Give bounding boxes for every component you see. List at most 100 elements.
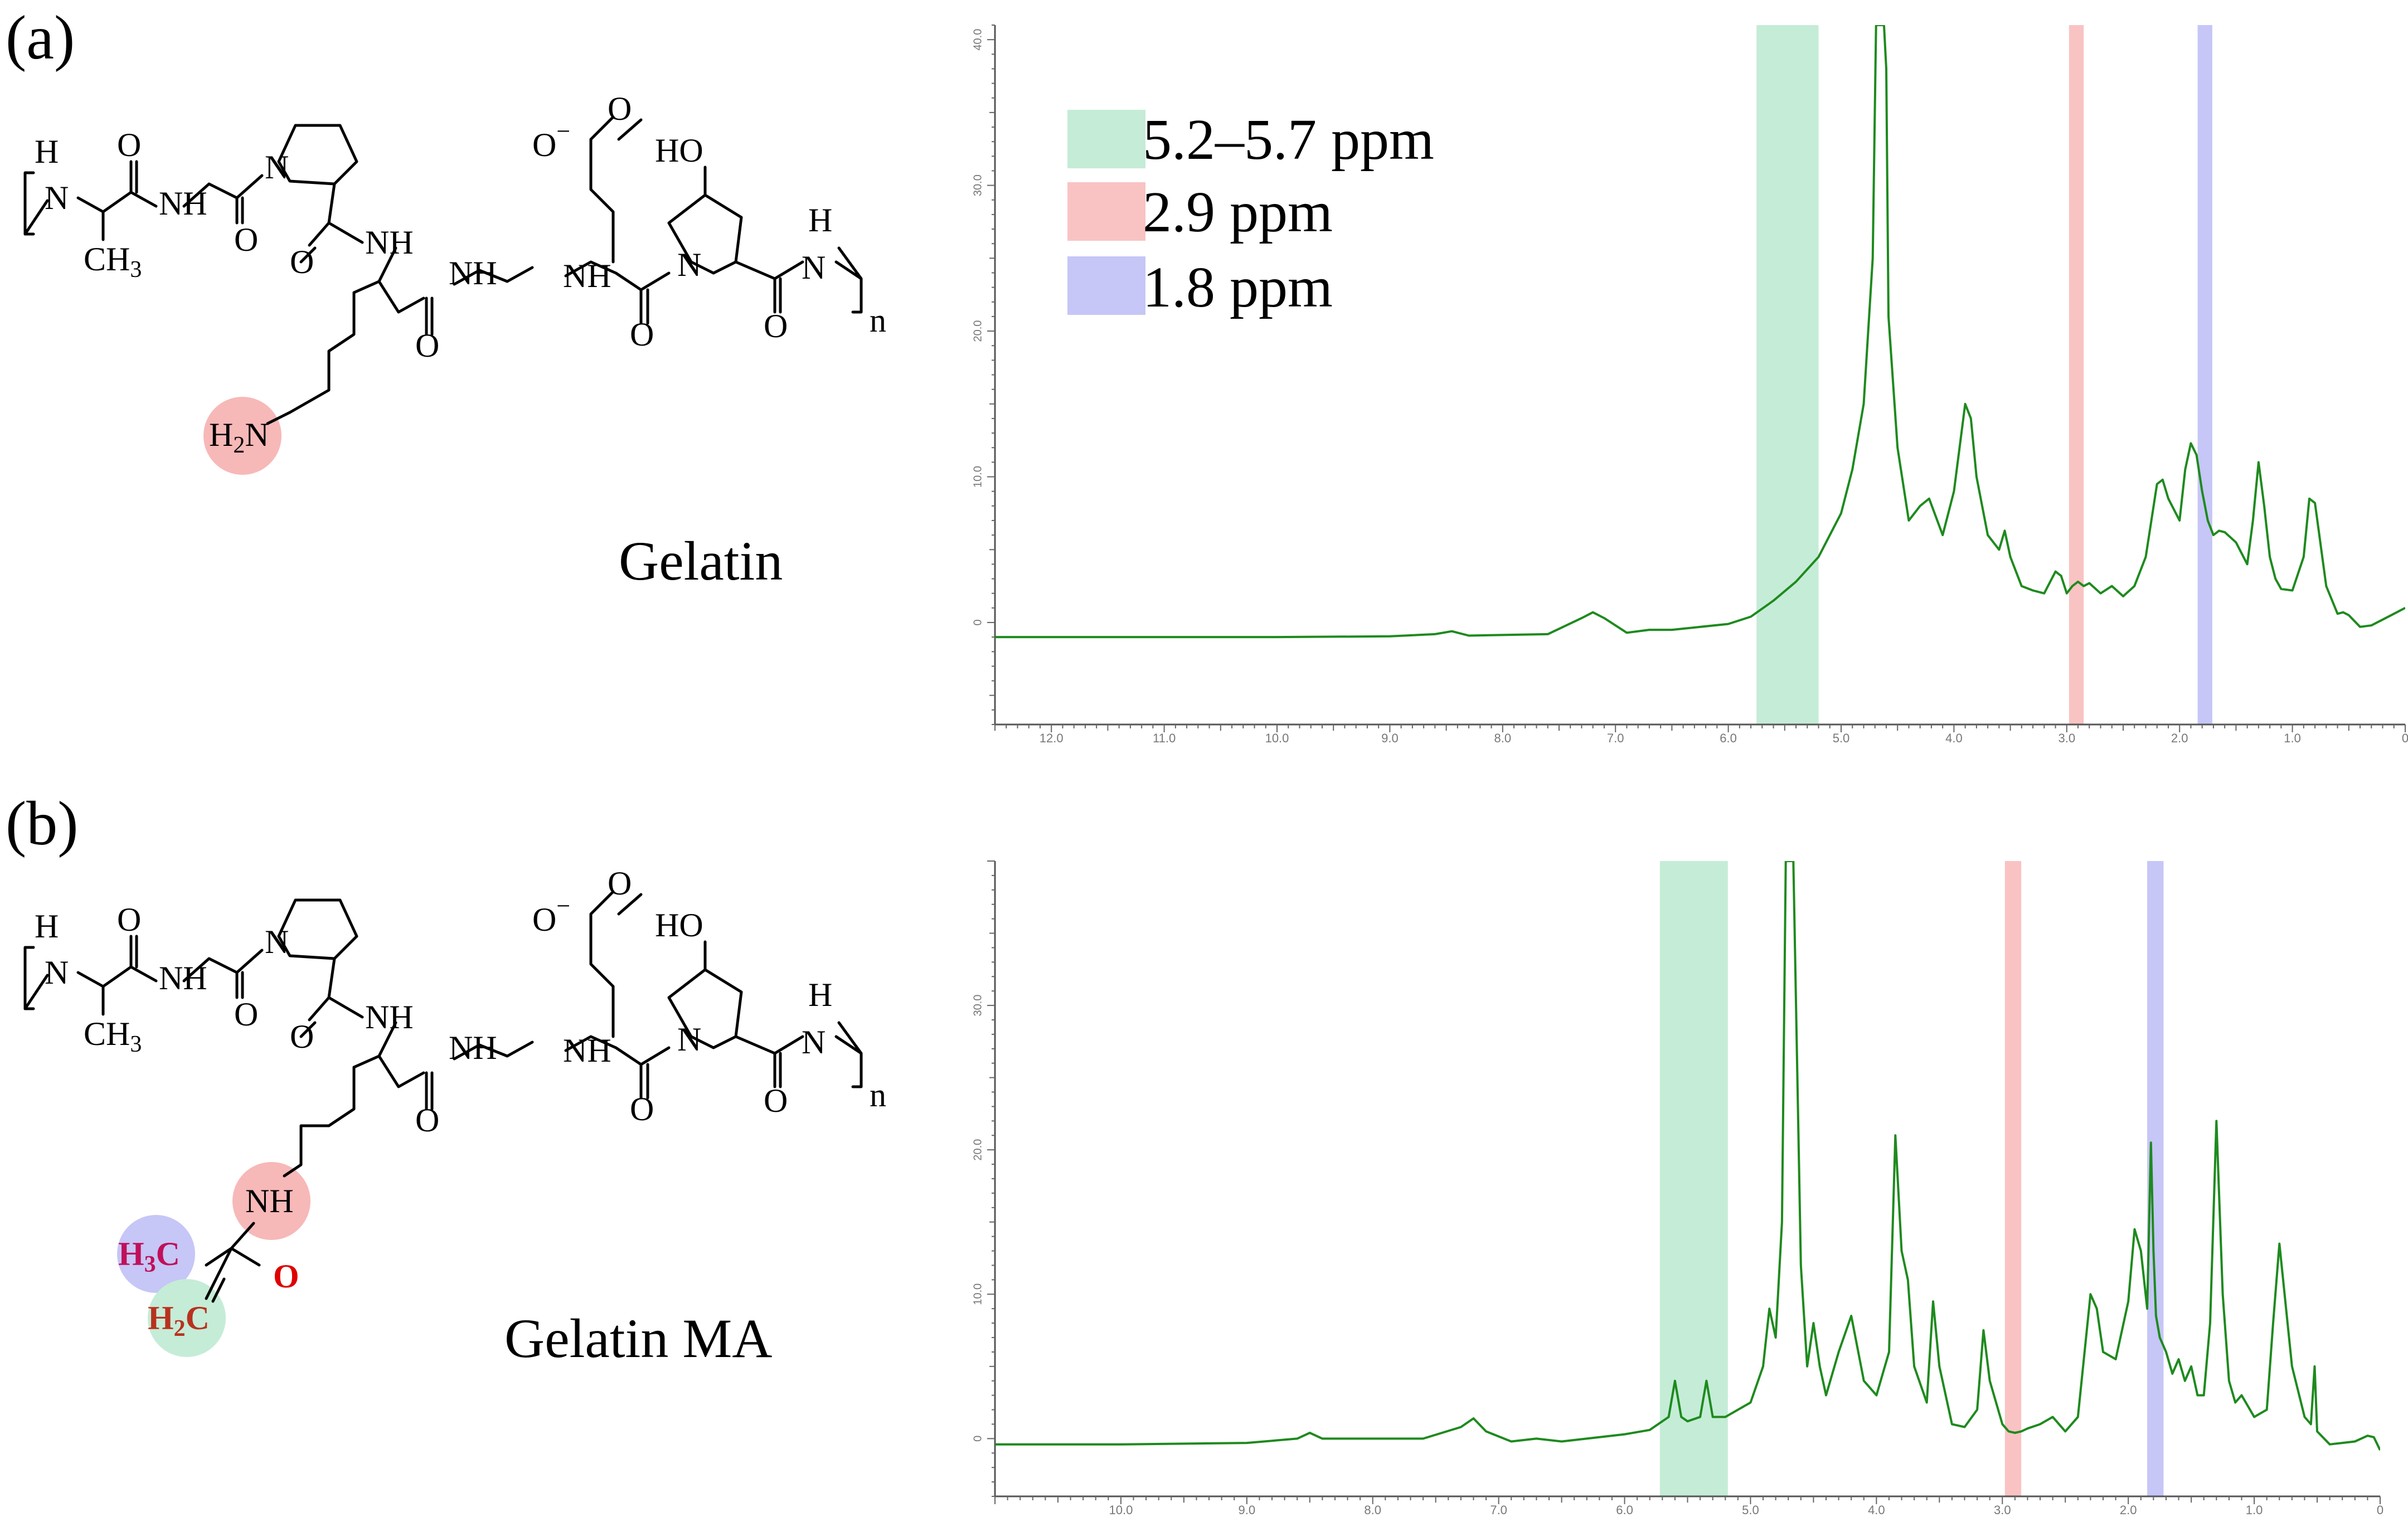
x-tick-label: 8.0 xyxy=(1364,1503,1381,1517)
atom-h2n-n: N xyxy=(245,416,269,453)
y-tick-label: 0 xyxy=(972,619,984,625)
left-bracket xyxy=(23,171,35,236)
atom-ma-o: O xyxy=(273,1258,299,1295)
x-tick-label: 4.0 xyxy=(1868,1503,1885,1517)
hyp-carbonyl-b xyxy=(703,940,863,1088)
x-tick-label: 5.0 xyxy=(1833,731,1850,745)
legend-label-red: 2.9 ppm xyxy=(1143,180,1333,244)
atom-o-5: O xyxy=(608,90,632,127)
atom-nh-b1: NH xyxy=(159,960,207,996)
atom-o-b4: O xyxy=(415,1102,439,1139)
atom-nh-4: NH xyxy=(563,257,611,294)
atom-o-1: O xyxy=(117,127,141,163)
panel-a-label: (a) xyxy=(6,3,75,72)
legend: 5.2–5.7 ppm 2.9 ppm 1.8 ppm xyxy=(1067,108,1434,319)
legend-label-green: 5.2–5.7 ppm xyxy=(1143,108,1434,172)
atom-n-3: N xyxy=(677,246,701,283)
x-tick-label: 6.0 xyxy=(1720,731,1737,745)
lys-sidechain-b xyxy=(283,1066,356,1178)
atom-n-1: N xyxy=(45,179,69,216)
atom-h2n: H2N xyxy=(209,416,269,458)
spectrum-a: 12.0 11.0 10.0 9.0 8.0 7.0 6.0 5.0 4.0 3.0 2.0 1.0 0… xyxy=(972,25,2408,745)
hyp-ring xyxy=(667,193,743,275)
atom-o-6: O xyxy=(630,316,654,353)
panel-a: (a) H N O NH CH3 xyxy=(6,3,886,592)
atom-ho-b: HO xyxy=(655,907,703,944)
atom-o-b6: O xyxy=(630,1091,654,1127)
atom-h-1: H xyxy=(35,133,59,170)
highlight-band-2 xyxy=(2197,25,2212,724)
nmr-spectrum-line xyxy=(995,861,2380,1451)
x-tick-label: 3.0 xyxy=(2059,731,2076,745)
x-tick-label: 10.0 xyxy=(1109,1503,1133,1517)
lys-backbone-b xyxy=(352,1021,534,1111)
x-tick-label: 5.0 xyxy=(1742,1503,1759,1517)
highlight-band-1 xyxy=(2069,25,2084,724)
carbonyl-gly xyxy=(235,196,244,225)
atom-ch3: CH3 xyxy=(84,241,142,283)
atom-o-b3: O xyxy=(290,1018,314,1055)
hyp-carbonyl xyxy=(703,166,863,314)
x-tick-label: 10.0 xyxy=(1265,731,1289,745)
backbone-1 xyxy=(76,160,264,241)
y-tick-label: 20.0 xyxy=(972,1139,984,1161)
amine-highlight xyxy=(203,397,281,475)
molecule-name-gelatin: Gelatin xyxy=(619,530,783,592)
atom-ho: HO xyxy=(655,132,703,169)
glu-chain-b xyxy=(564,890,671,1100)
y-tick-label: 10.0 xyxy=(972,1283,984,1305)
legend-swatch-green xyxy=(1067,110,1145,168)
y-tick-label: 10.0 xyxy=(972,466,984,488)
gelatin-structure: H N O NH CH3 O N O NH O NH NH O− O O N H… xyxy=(23,90,886,475)
atom-h2c: H2C xyxy=(148,1300,210,1341)
proline-ring-b xyxy=(277,898,358,960)
atom-minus-b: − xyxy=(556,892,570,920)
legend-swatch-blue xyxy=(1067,256,1145,315)
atom-ch3-b-sub: 3 xyxy=(130,1032,142,1057)
proline-1-carbonyl xyxy=(299,182,364,264)
atom-o-b7: O xyxy=(764,1082,788,1119)
atom-n-4: N xyxy=(802,249,826,286)
atom-ch3-text: CH xyxy=(84,241,130,278)
proline-b-carbonyl xyxy=(299,957,364,1038)
lys-sidechain xyxy=(266,291,356,425)
atom-o-minus-text: O xyxy=(532,127,556,163)
x-tick-label: 9.0 xyxy=(1239,1503,1256,1517)
gelatin-ma-structure: H N O NH CH3 O N O NH O NH NH O− O O N H… xyxy=(23,865,886,1357)
panel-b: (b) H N O NH CH3 O N O NH xyxy=(6,789,886,1369)
x-tick-label: 6.0 xyxy=(1616,1503,1633,1517)
atom-n-b2: N xyxy=(265,923,289,960)
y-tick-label: 40.0 xyxy=(972,29,984,51)
x-tick-label: 1.0 xyxy=(2246,1503,2263,1517)
panel-b-label: (b) xyxy=(6,789,79,858)
atom-o-2: O xyxy=(234,221,258,258)
molecule-name-gelatin-ma: Gelatin MA xyxy=(504,1307,772,1369)
atom-nh-2: NH xyxy=(365,224,414,261)
x-tick-label: 2.0 xyxy=(2171,731,2188,745)
x-tick-label: 0 xyxy=(2377,1503,2383,1517)
atom-o-b5: O xyxy=(608,865,632,902)
spectrum-b: 10.0 9.0 8.0 7.0 6.0 5.0 4.0 3.0 2.0 1.0 0 0 10.0 20.… xyxy=(972,860,2383,1517)
atom-nh-1: NH xyxy=(159,185,207,222)
x-tick-label: 0 xyxy=(2402,731,2408,745)
h3c-highlight xyxy=(117,1215,195,1293)
y-tick-label: 30.0 xyxy=(972,995,984,1017)
proline-ring-1 xyxy=(277,124,358,186)
atom-nh-b4: NH xyxy=(563,1032,611,1069)
hyp-ring-b xyxy=(667,968,743,1049)
x-tick-label: 3.0 xyxy=(1994,1503,2011,1517)
lys-backbone xyxy=(352,246,534,336)
atom-ch3-b-text: CH xyxy=(84,1015,130,1052)
methacryl-bonds xyxy=(205,1222,261,1303)
highlight-band-1 xyxy=(2004,861,2022,1496)
atom-minus: − xyxy=(556,118,570,145)
atom-n-repeat-b: n xyxy=(870,1077,886,1113)
atom-h2n-sub: 2 xyxy=(233,432,245,458)
backbone-b-1 xyxy=(76,935,264,1016)
atom-ch3-sub: 3 xyxy=(130,257,142,283)
carbonyl-gly-b xyxy=(235,971,244,999)
atom-h3c-c: C xyxy=(156,1236,180,1272)
atom-o-b1: O xyxy=(117,901,141,938)
x-tick-label: 8.0 xyxy=(1494,731,1512,745)
atom-h-2: H xyxy=(808,202,832,239)
